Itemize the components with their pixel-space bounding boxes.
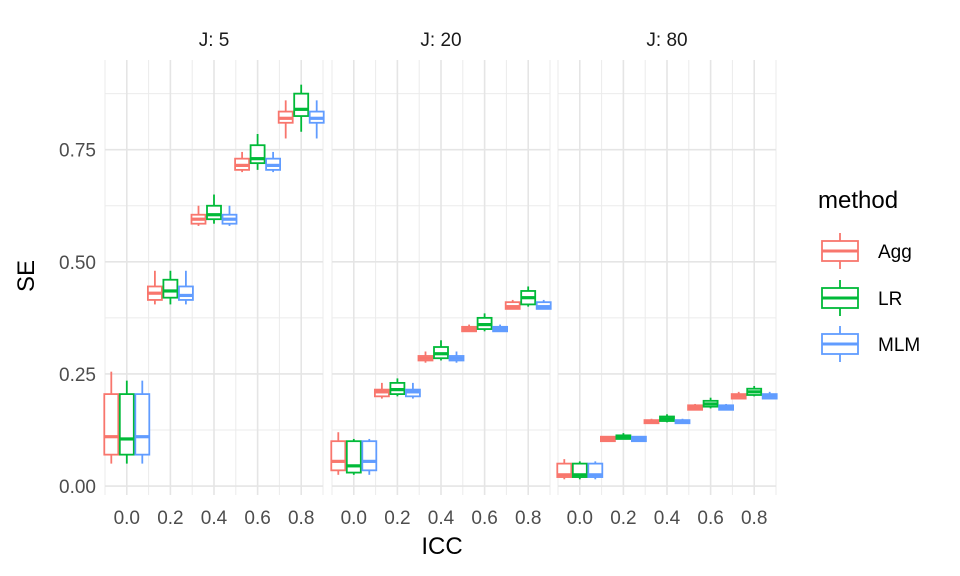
box-mlm <box>177 270 194 305</box>
box-lr <box>118 380 135 464</box>
box-lr <box>162 270 179 305</box>
box-agg <box>373 382 390 399</box>
box-lr <box>345 438 362 475</box>
box-agg <box>600 435 616 443</box>
y-tick-label: 0.75 <box>59 141 96 162</box>
facet-panels: J: 50.0 0.2 0.4 0.6 0.8J: 200.0 0.2 0.4 0.6 0.8J… <box>103 30 778 529</box>
box-mlm <box>535 299 552 310</box>
legend-title: method <box>818 187 898 214</box>
x-tick-label: 0.6 <box>471 508 497 529</box>
box-agg <box>190 205 207 226</box>
y-tick-label: 0.00 <box>59 477 96 498</box>
box-agg <box>556 459 573 480</box>
box-agg <box>504 299 521 310</box>
box-mlm <box>631 435 647 443</box>
box-lr <box>659 414 675 423</box>
x-tick-label: 0.6 <box>244 508 270 529</box>
box-lr <box>433 340 449 361</box>
box-lr <box>571 461 588 480</box>
box-mlm <box>718 403 734 411</box>
box-mlm <box>448 351 465 363</box>
box-iqr <box>103 393 120 456</box>
legend-entry-agg: Agg <box>821 233 912 269</box>
y-tick-label: 0.50 <box>59 253 96 274</box>
x-tick-label: 0.0 <box>567 508 593 529</box>
box-lr <box>389 378 406 397</box>
x-tick-label: 0.8 <box>741 508 767 529</box>
facet-panel: J: 5 0.0 0.2 0.4 0.6 0.8 <box>103 30 325 529</box>
facet-panel: J: 20 0.0 0.2 0.4 0.6 0.8 <box>330 30 552 529</box>
box-lr <box>746 386 763 397</box>
y-axis: 0.00 0.25 0.50 0.75 <box>59 141 96 498</box>
legend: method Agg LR MLM <box>818 187 920 362</box>
x-tick-label: 0.2 <box>610 508 636 529</box>
x-tick-label: 0.2 <box>157 508 183 529</box>
facet-panel: J: 80 0.0 0.2 0.4 0.6 0.8 <box>556 30 778 529</box>
box-lr <box>293 84 310 132</box>
box-iqr <box>118 393 135 456</box>
box-lr <box>249 133 266 170</box>
box-agg <box>146 270 163 305</box>
box-iqr <box>293 92 310 117</box>
box-mlm <box>134 380 151 464</box>
box-agg <box>417 351 434 363</box>
legend-entry-lr: LR <box>821 280 902 316</box>
box-mlm <box>674 418 691 425</box>
facet-strip-label: J: 20 <box>420 30 461 51</box>
legend-label: Agg <box>878 242 912 263</box>
y-tick-label: 0.25 <box>59 365 96 386</box>
box-lr <box>476 313 493 332</box>
box-lr <box>615 433 632 440</box>
box-iqr <box>330 440 347 472</box>
box-mlm <box>492 324 509 333</box>
legend-entry-mlm: MLM <box>821 326 920 362</box>
facet-strip-label: J: 80 <box>646 30 687 51</box>
box-agg <box>461 324 478 333</box>
box-mlm <box>404 382 421 399</box>
x-tick-label: 0.2 <box>384 508 410 529</box>
legend-label: MLM <box>878 335 920 356</box>
box-iqr <box>177 285 194 301</box>
x-axis-title: ICC <box>421 533 462 560</box>
box-agg <box>234 151 251 173</box>
x-tick-label: 0.4 <box>201 508 228 529</box>
box-iqr <box>162 278 179 299</box>
box-mlm <box>265 151 282 173</box>
box-mlm <box>361 438 378 475</box>
box-iqr <box>345 440 362 474</box>
x-tick-label: 0.0 <box>341 508 367 529</box>
x-tick-label: 0.4 <box>428 508 455 529</box>
box-agg <box>277 100 294 139</box>
legend-label: LR <box>878 289 902 310</box>
box-agg <box>730 391 747 400</box>
box-iqr <box>249 144 266 165</box>
box-iqr <box>361 440 378 472</box>
box-iqr <box>134 393 151 456</box>
box-lr <box>206 194 222 224</box>
x-tick-label: 0.4 <box>654 508 681 529</box>
x-tick-label: 0.8 <box>288 508 314 529</box>
facet-strip-label: J: 5 <box>199 30 230 51</box>
box-mlm <box>587 461 604 480</box>
box-agg <box>687 403 703 411</box>
box-mlm <box>221 205 238 226</box>
y-axis-title: SE <box>13 260 40 292</box>
box-mlm <box>761 391 778 400</box>
box-agg <box>103 371 120 464</box>
x-tick-label: 0.0 <box>114 508 140 529</box>
box-lr <box>702 397 719 409</box>
box-agg <box>643 418 660 425</box>
box-iqr <box>206 204 222 221</box>
box-agg <box>330 432 347 475</box>
box-mlm <box>308 100 325 139</box>
x-tick-label: 0.8 <box>515 508 541 529</box>
x-tick-label: 0.6 <box>697 508 723 529</box>
box-lr <box>520 286 537 307</box>
